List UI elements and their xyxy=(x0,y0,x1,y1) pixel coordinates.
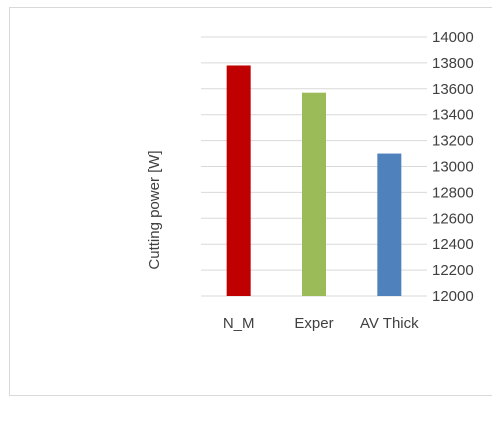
bar-exper xyxy=(302,92,326,296)
y-tick-label: 12600 xyxy=(432,210,474,227)
y-tick-label: 13200 xyxy=(432,133,474,150)
bars xyxy=(226,65,402,297)
y-tick-label: 12200 xyxy=(432,262,474,279)
y-tick-label: 13400 xyxy=(432,107,474,124)
y-tick-label: 12800 xyxy=(432,184,474,201)
y-tick-label: 13800 xyxy=(432,55,474,72)
y-tick-label: 14000 xyxy=(432,29,474,46)
x-axis-ticks: N_M Exper AV Thick xyxy=(223,315,419,332)
y-tick-label: 12400 xyxy=(432,236,474,253)
y-tick-label: 13000 xyxy=(432,159,474,176)
x-tick-label: AV Thick xyxy=(360,315,419,332)
bar-av-thick xyxy=(377,153,402,296)
bar-n-m xyxy=(226,65,251,297)
x-tick-label: Exper xyxy=(294,315,333,332)
y-tick-label: 12000 xyxy=(432,288,474,305)
y-axis-title: Cutting power [W] xyxy=(146,150,163,269)
x-tick-label: N_M xyxy=(223,315,255,332)
y-tick-label: 13600 xyxy=(432,81,474,98)
y-axis-ticks: 12000 12200 12400 12600 12800 13000 13200 13400… xyxy=(432,29,474,305)
